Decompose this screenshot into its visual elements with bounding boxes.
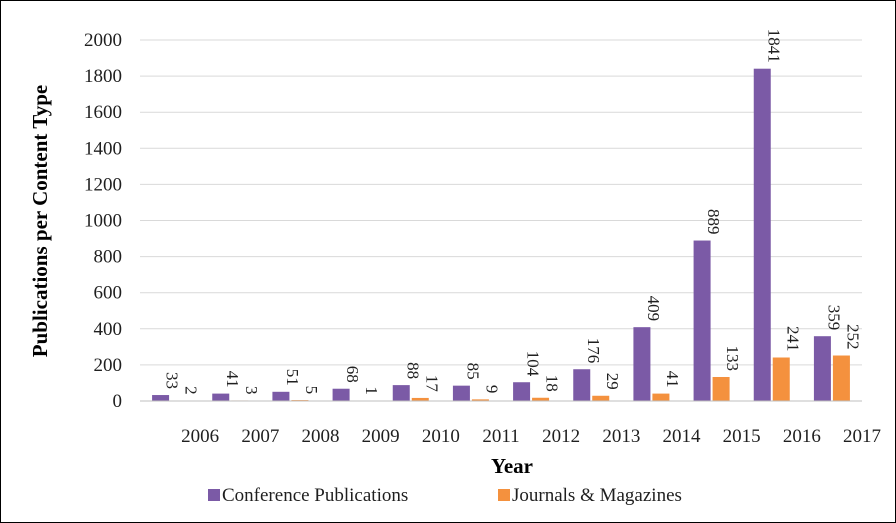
- x-tick-label: 2015: [723, 426, 761, 447]
- bar-conference-2008: [272, 391, 290, 401]
- data-label: 5: [302, 386, 321, 395]
- bar-conference-2014: [633, 327, 651, 401]
- legend-label-journals: Journals & Magazines: [512, 485, 682, 506]
- x-axis-title: Year: [491, 454, 533, 478]
- x-tick-label: 2010: [422, 426, 460, 447]
- data-label: 41: [223, 371, 242, 388]
- bar-conference-2017: [813, 336, 831, 401]
- bar-conference-2015: [693, 240, 711, 401]
- data-label: 409: [644, 296, 663, 322]
- bar-journals-2010: [411, 397, 429, 401]
- data-label: 33: [163, 372, 182, 389]
- data-label: 889: [704, 209, 723, 235]
- bar-journals-2017: [832, 355, 850, 401]
- x-tick-label: 2007: [241, 426, 279, 447]
- bar-journals-2013: [592, 395, 610, 401]
- y-tick-label: 600: [94, 283, 123, 304]
- data-label: 252: [843, 324, 862, 350]
- data-label: 18: [543, 375, 562, 392]
- bar-conference-2007: [212, 393, 230, 401]
- bar-conference-2009: [332, 388, 350, 401]
- bar-conference-2011: [452, 385, 470, 401]
- y-axis-title: Publications per Content Type: [28, 85, 52, 357]
- data-label: 359: [824, 305, 843, 331]
- legend-swatch-conference: [208, 489, 220, 501]
- bar-conference-2013: [573, 369, 591, 401]
- bar-journals-2012: [532, 397, 550, 401]
- data-label: 68: [343, 366, 362, 383]
- data-label: 2: [182, 386, 201, 395]
- x-tick-label: 2017: [843, 426, 881, 447]
- data-label: 1841: [764, 29, 783, 63]
- bar-conference-2016: [753, 68, 771, 402]
- data-label: 104: [524, 351, 543, 377]
- y-tick-label: 800: [94, 247, 123, 268]
- data-labels: 3324135156818817859104181762940941889133…: [163, 29, 863, 395]
- y-tick-label: 0: [113, 391, 123, 412]
- y-axis-ticks: 0 200 400 600 800 1000 1200 1400 1600 1800 2000: [84, 30, 122, 412]
- y-tick-label: 1400: [84, 138, 122, 159]
- y-tick-label: 200: [94, 355, 123, 376]
- x-tick-label: 2014: [663, 426, 702, 447]
- bar-conference-2010: [392, 385, 410, 401]
- y-tick-label: 1800: [84, 66, 122, 87]
- data-label: 88: [403, 362, 422, 379]
- data-label: 51: [283, 369, 302, 386]
- y-tick-label: 1200: [84, 174, 122, 195]
- data-label: 9: [482, 385, 501, 394]
- x-tick-label: 2013: [602, 426, 640, 447]
- x-axis-ticks: 2006 2007 2008 2009 2010 2011 2012 2013 2014 2015…: [181, 426, 881, 447]
- bar-journals-2016: [772, 357, 790, 401]
- x-tick-label: 2016: [783, 426, 821, 447]
- bar-conference-2006: [152, 395, 170, 401]
- y-tick-label: 2000: [84, 30, 122, 51]
- bar-conference-2012: [513, 382, 531, 401]
- legend: Conference Publications Journals & Magaz…: [208, 485, 682, 506]
- x-tick-label: 2009: [362, 426, 400, 447]
- data-label: 176: [584, 338, 603, 364]
- data-label: 1: [362, 386, 381, 395]
- gridlines: [140, 39, 862, 366]
- y-tick-label: 1000: [84, 211, 122, 232]
- data-label: 85: [463, 363, 482, 380]
- x-tick-label: 2012: [542, 426, 580, 447]
- x-tick-label: 2008: [302, 426, 340, 447]
- data-label: 241: [783, 326, 802, 352]
- legend-swatch-journals: [498, 489, 510, 501]
- x-tick-label: 2011: [482, 426, 519, 447]
- data-label: 17: [422, 375, 441, 393]
- data-label: 41: [663, 371, 682, 388]
- bar-journals-2015: [712, 376, 730, 401]
- bar-journals-2014: [652, 393, 670, 401]
- y-tick-label: 1600: [84, 102, 122, 123]
- x-tick-label: 2006: [181, 426, 219, 447]
- data-label: 29: [603, 373, 622, 390]
- legend-label-conference: Conference Publications: [222, 485, 408, 506]
- data-label: 133: [723, 345, 742, 371]
- data-label: 3: [242, 386, 261, 395]
- bars: [152, 68, 850, 402]
- y-tick-label: 400: [94, 319, 123, 340]
- bar-journals-2011: [471, 399, 489, 401]
